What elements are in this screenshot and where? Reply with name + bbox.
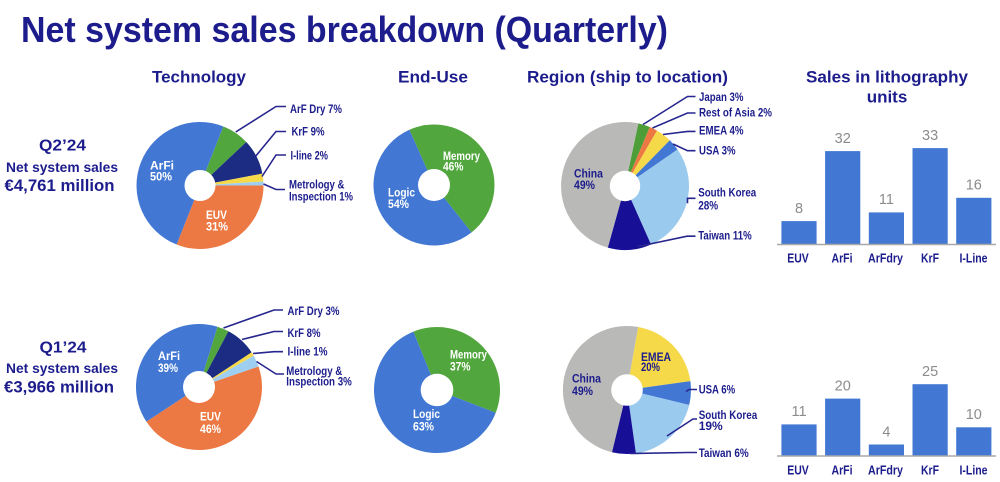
svg-text:End-Use: End-Use bbox=[398, 68, 468, 87]
svg-text:China: China bbox=[574, 167, 603, 181]
svg-text:Taiwan 11%: Taiwan 11% bbox=[698, 229, 752, 243]
svg-text:KrF 9%: KrF 9% bbox=[292, 125, 325, 139]
svg-text:KrF 8%: KrF 8% bbox=[288, 326, 321, 340]
svg-text:63%: 63% bbox=[413, 420, 434, 434]
svg-text:ArFi: ArFi bbox=[150, 158, 174, 172]
svg-text:South Korea: South Korea bbox=[698, 186, 756, 200]
svg-text:I-Line: I-Line bbox=[960, 463, 988, 478]
svg-text:€3,966 million: €3,966 million bbox=[4, 379, 114, 397]
svg-text:Region (ship to location): Region (ship to location) bbox=[527, 68, 728, 87]
svg-text:Q1’24: Q1’24 bbox=[40, 340, 87, 357]
svg-text:ArFdry: ArFdry bbox=[868, 463, 904, 478]
svg-text:EUV: EUV bbox=[200, 410, 221, 424]
svg-text:Inspection 1%: Inspection 1% bbox=[289, 190, 353, 204]
svg-text:46%: 46% bbox=[443, 160, 464, 174]
svg-text:19%: 19% bbox=[699, 419, 723, 433]
svg-text:USA 3%: USA 3% bbox=[699, 144, 736, 158]
svg-text:Memory: Memory bbox=[443, 149, 480, 163]
svg-text:Memory: Memory bbox=[450, 348, 487, 362]
svg-text:ArFi: ArFi bbox=[832, 251, 853, 266]
svg-text:ArF Dry 7%: ArF Dry 7% bbox=[290, 102, 342, 116]
svg-text:Logic: Logic bbox=[413, 407, 440, 421]
svg-text:KrF: KrF bbox=[921, 251, 939, 266]
svg-text:33: 33 bbox=[922, 128, 938, 144]
svg-text:31%: 31% bbox=[206, 220, 228, 234]
svg-text:South Korea: South Korea bbox=[699, 408, 758, 422]
svg-text:€4,761 million: €4,761 million bbox=[5, 177, 115, 195]
svg-text:Metrology &: Metrology & bbox=[289, 178, 345, 192]
svg-text:4: 4 bbox=[882, 424, 890, 440]
svg-text:Net system sales breakdown (Qu: Net system sales breakdown (Quarterly) bbox=[21, 9, 668, 50]
svg-text:EUV: EUV bbox=[787, 251, 809, 266]
svg-text:EUV: EUV bbox=[787, 463, 809, 478]
svg-text:8: 8 bbox=[795, 201, 803, 217]
svg-text:49%: 49% bbox=[572, 384, 593, 398]
svg-text:32: 32 bbox=[835, 131, 851, 147]
svg-text:ArFdry: ArFdry bbox=[868, 251, 904, 266]
svg-text:Rest of Asia 2%: Rest of Asia 2% bbox=[699, 105, 772, 119]
svg-text:ArFi: ArFi bbox=[832, 463, 853, 478]
svg-text:46%: 46% bbox=[200, 422, 221, 436]
svg-text:50%: 50% bbox=[150, 170, 172, 184]
svg-text:EMEA: EMEA bbox=[641, 350, 671, 364]
svg-text:37%: 37% bbox=[450, 360, 471, 374]
svg-text:11: 11 bbox=[791, 404, 806, 420]
svg-text:Japan 3%: Japan 3% bbox=[699, 90, 744, 104]
svg-text:11: 11 bbox=[879, 192, 894, 208]
svg-text:Sales in lithography: Sales in lithography bbox=[806, 68, 969, 87]
svg-text:ArFi: ArFi bbox=[158, 349, 180, 363]
svg-text:ArF Dry 3%: ArF Dry 3% bbox=[288, 304, 340, 318]
svg-text:Net system sales: Net system sales bbox=[6, 360, 118, 376]
svg-text:I-line 1%: I-line 1% bbox=[288, 345, 328, 359]
svg-text:Q2’24: Q2’24 bbox=[39, 138, 86, 155]
svg-text:Metrology &: Metrology & bbox=[286, 364, 342, 378]
svg-text:units: units bbox=[867, 88, 908, 107]
svg-text:Inspection 3%: Inspection 3% bbox=[286, 375, 352, 389]
svg-text:20: 20 bbox=[835, 378, 851, 394]
svg-text:EUV: EUV bbox=[206, 208, 227, 222]
svg-text:I-line 2%: I-line 2% bbox=[291, 149, 329, 163]
svg-text:54%: 54% bbox=[388, 197, 409, 211]
svg-text:Technology: Technology bbox=[152, 68, 247, 87]
svg-text:10: 10 bbox=[966, 407, 982, 423]
svg-text:China: China bbox=[572, 372, 601, 386]
svg-text:EMEA 4%: EMEA 4% bbox=[699, 123, 744, 137]
svg-text:KrF: KrF bbox=[921, 463, 939, 478]
svg-text:Net system sales: Net system sales bbox=[6, 159, 118, 175]
svg-text:39%: 39% bbox=[158, 361, 178, 375]
svg-text:28%: 28% bbox=[698, 198, 718, 212]
svg-text:I-Line: I-Line bbox=[960, 251, 988, 266]
svg-text:Taiwan 6%: Taiwan 6% bbox=[699, 446, 749, 460]
svg-text:Logic: Logic bbox=[388, 186, 415, 200]
svg-text:20%: 20% bbox=[641, 360, 660, 374]
svg-text:USA 6%: USA 6% bbox=[699, 383, 736, 397]
svg-text:49%: 49% bbox=[574, 178, 595, 192]
svg-text:16: 16 bbox=[966, 178, 982, 194]
svg-text:25: 25 bbox=[922, 364, 938, 380]
